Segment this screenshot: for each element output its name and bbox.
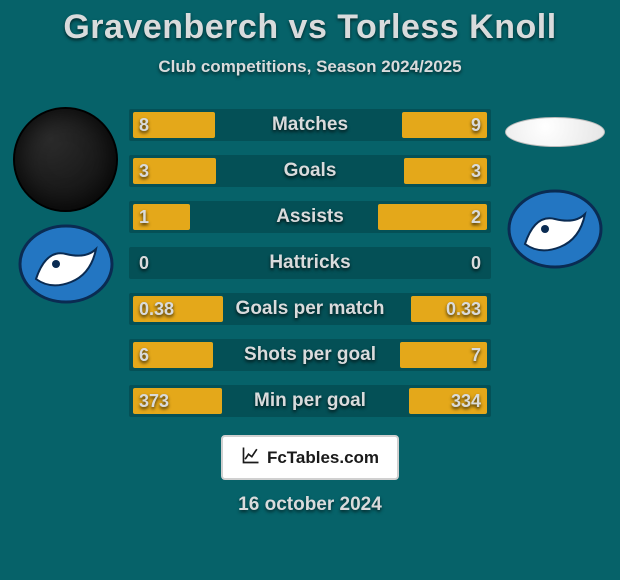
bar-value-left: 1 [129,201,159,233]
bar-value-left: 6 [129,339,159,371]
bar-value-right: 9 [461,109,491,141]
bar-value-left: 3 [129,155,159,187]
bar-label: Assists [129,201,491,233]
bar-value-left: 373 [129,385,179,417]
left-side-column [8,107,123,304]
bar-value-right: 7 [461,339,491,371]
club-left-badge [16,224,116,304]
stat-row: Min per goal373 334 [129,385,491,417]
bar-value-right: 2 [461,201,491,233]
stat-bars: Matches8 9 Goals3 3 Assists1 2 Hattricks0 0 Goal… [123,109,497,417]
stat-row: Assists1 2 [129,201,491,233]
right-side-column [497,107,612,269]
brand-text: FcTables.com [267,448,379,468]
stat-row: Hattricks0 0 [129,247,491,279]
bar-value-left: 8 [129,109,159,141]
chart-icon [241,445,261,470]
comparison-content: Matches8 9 Goals3 3 Assists1 2 Hattricks0 0 Goal… [0,107,620,417]
bar-value-right: 0.33 [436,293,491,325]
page-title: Gravenberch vs Torless Knoll [0,0,620,47]
bar-value-left: 0.38 [129,293,184,325]
brand-badge: FcTables.com [221,435,399,480]
bar-value-right: 334 [441,385,491,417]
bar-label: Goals [129,155,491,187]
player-right-avatar [505,117,605,147]
stat-row: Goals3 3 [129,155,491,187]
bar-value-left: 0 [129,247,159,279]
page-subtitle: Club competitions, Season 2024/2025 [0,57,620,77]
bar-label: Hattricks [129,247,491,279]
date-text: 16 october 2024 [238,494,382,516]
bar-label: Shots per goal [129,339,491,371]
club-right-badge [505,189,605,269]
player-left-avatar [13,107,118,212]
bar-value-right: 3 [461,155,491,187]
bar-label: Matches [129,109,491,141]
stat-row: Shots per goal6 7 [129,339,491,371]
stat-row: Matches8 9 [129,109,491,141]
footer: FcTables.com 16 october 2024 [0,435,620,516]
bar-value-right: 0 [461,247,491,279]
stat-row: Goals per match0.380.33 [129,293,491,325]
bar-label: Min per goal [129,385,491,417]
